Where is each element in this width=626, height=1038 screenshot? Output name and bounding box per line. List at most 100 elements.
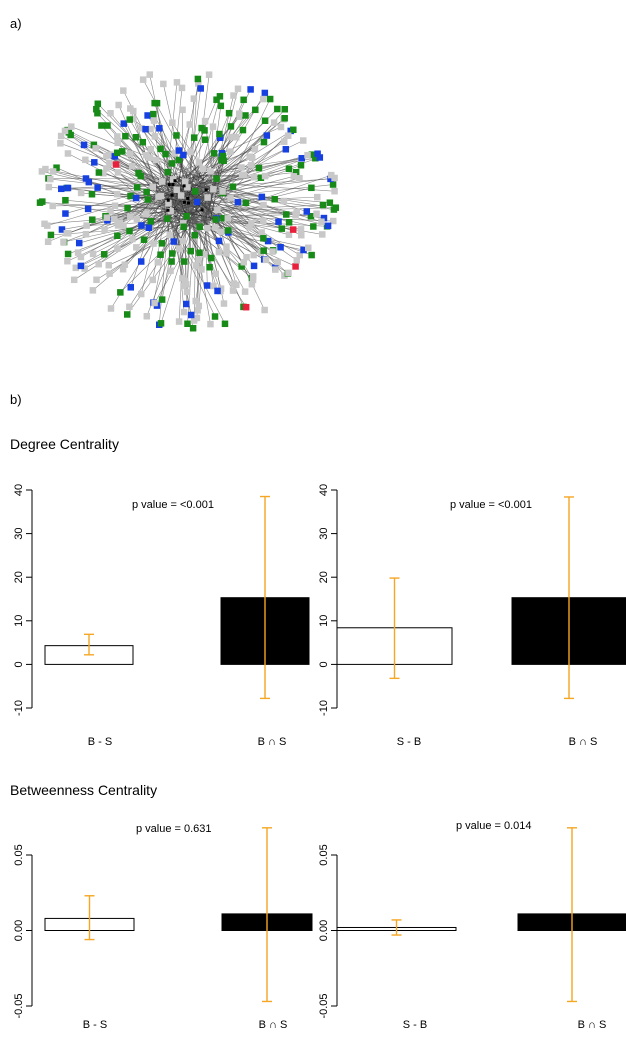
network-node (293, 257, 301, 264)
network-node (123, 311, 131, 318)
network-node (144, 112, 151, 119)
network-node (119, 265, 127, 273)
network-node (296, 251, 303, 259)
network-edge (107, 125, 192, 223)
network-node (173, 79, 181, 86)
network-node (180, 282, 187, 289)
network-node (192, 188, 199, 195)
network-node (89, 287, 97, 294)
network-node (100, 170, 107, 177)
network-node (45, 183, 53, 191)
network-node (173, 132, 180, 139)
network-node (207, 320, 214, 328)
network-node (77, 189, 85, 197)
network-node (139, 76, 147, 83)
network-edge (50, 178, 183, 195)
network-node (220, 157, 227, 165)
network-node (247, 86, 254, 93)
network-node (82, 230, 90, 238)
network-node (234, 85, 242, 93)
network-node (53, 164, 60, 171)
network-node (83, 222, 90, 229)
network-node (187, 247, 194, 255)
network-node (44, 222, 51, 229)
network-node (72, 264, 80, 272)
network-node (157, 251, 164, 258)
network-node (82, 156, 89, 164)
network-node (248, 154, 256, 162)
network-node (126, 116, 133, 123)
network-node (111, 215, 118, 223)
network-node (308, 184, 315, 192)
network-node (308, 251, 315, 259)
network-node (157, 320, 165, 327)
network-node (201, 251, 208, 258)
network-node (258, 229, 265, 236)
network-node (215, 248, 223, 256)
betweenness-centrality-title: Betweenness Centrality (10, 782, 158, 798)
network-edge (175, 109, 256, 210)
network-node (126, 150, 134, 158)
network-node (91, 159, 98, 166)
network-node (158, 240, 166, 247)
network-node (266, 95, 274, 103)
network-node (138, 222, 145, 229)
network-edge (176, 135, 211, 193)
network-node (331, 174, 338, 182)
network-node (242, 112, 249, 119)
network-edge (202, 181, 265, 311)
network-node (103, 165, 110, 172)
network-node (331, 187, 338, 195)
network-node (259, 95, 267, 103)
network-node (67, 123, 75, 130)
network-node (289, 226, 297, 233)
network-node (277, 243, 284, 251)
network-node (329, 217, 337, 225)
network-node (248, 280, 256, 288)
category-label: S - B (403, 1019, 427, 1031)
network-node (255, 164, 263, 172)
network-node (216, 134, 224, 142)
network-node (204, 224, 211, 232)
network-node (38, 168, 46, 175)
network-edge (186, 189, 218, 292)
network-node (227, 133, 234, 141)
network-node (215, 237, 223, 245)
network-node (114, 139, 121, 147)
network-node (239, 126, 247, 134)
chart-3: -0.05 0.00 0.05 B - S B ∩ S p value = 0.631 (13, 823, 313, 1031)
network-node (319, 201, 327, 209)
network-node (49, 168, 57, 175)
network-node (224, 227, 232, 234)
chart-4: -0.05 0.00 0.05 S - B B ∩ S p value = 0.014 (318, 820, 626, 1031)
network-node (183, 288, 191, 296)
network-node (75, 239, 83, 247)
network-node (175, 147, 183, 154)
network-node (320, 214, 328, 222)
network-node (187, 148, 194, 156)
network-node (77, 253, 85, 261)
network-node (151, 99, 158, 107)
network-node (285, 219, 293, 226)
network-node (146, 71, 153, 78)
network-node (197, 85, 204, 92)
network-node (227, 148, 234, 155)
network-node (133, 244, 140, 251)
network-node (162, 150, 169, 158)
network-node (200, 208, 204, 212)
network-node (95, 169, 103, 176)
network-node (242, 199, 250, 207)
network-node (313, 210, 320, 217)
network-edge (209, 215, 273, 252)
network-node (208, 254, 215, 262)
network-node (150, 110, 157, 118)
network-node (204, 282, 211, 289)
network-node (151, 299, 158, 307)
network-node (318, 218, 325, 225)
category-label: S - B (397, 736, 421, 748)
network-node (284, 132, 292, 139)
network-node (285, 231, 293, 238)
network-node (219, 152, 227, 160)
network-node (292, 168, 300, 176)
network-node (94, 100, 102, 108)
